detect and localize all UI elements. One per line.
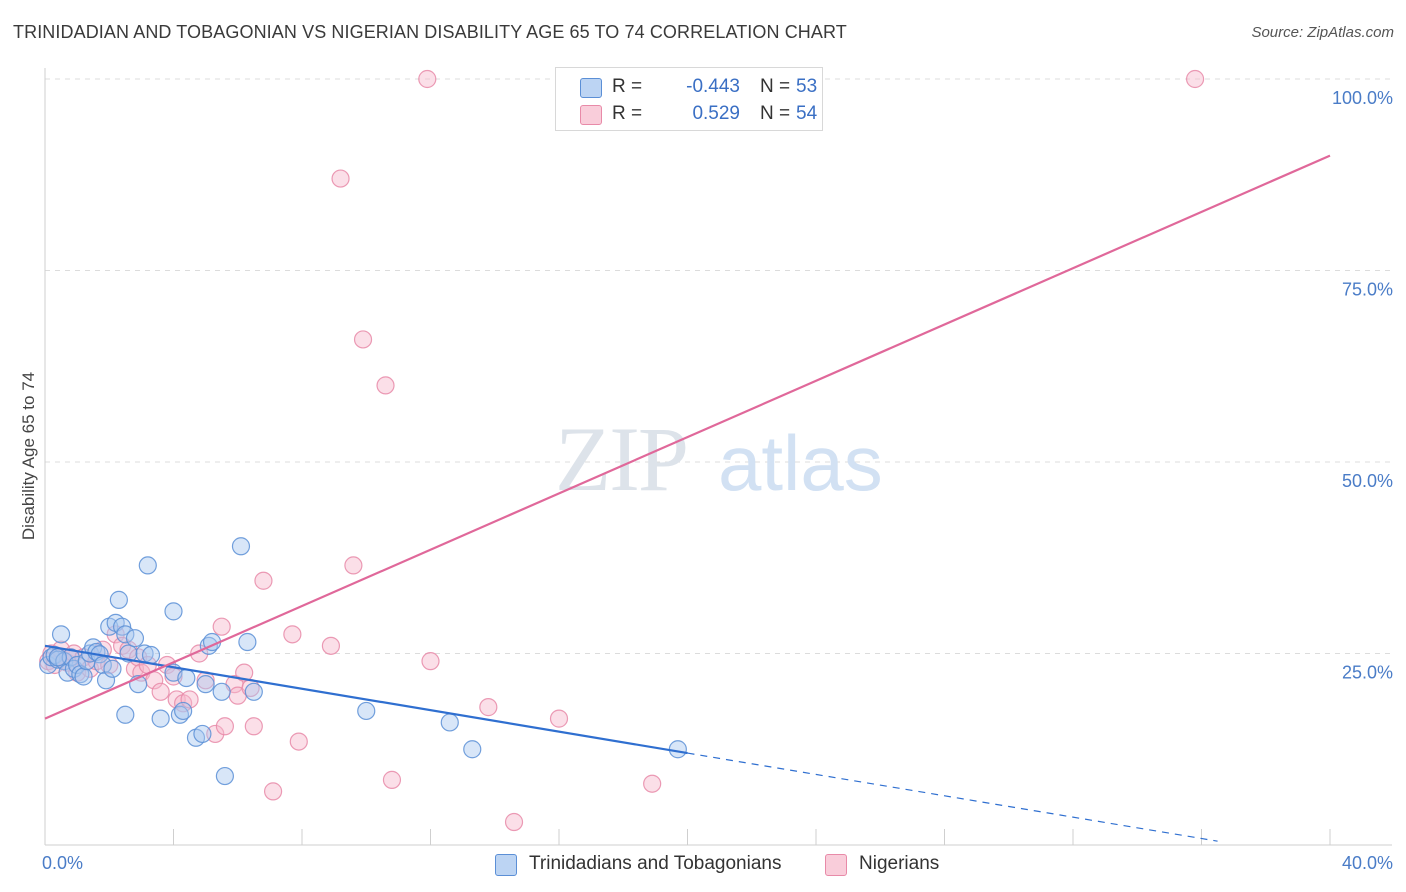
trinidadian-point xyxy=(74,667,93,686)
watermark-atlas: atlas xyxy=(718,419,883,507)
bottom-legend-swatch-pink xyxy=(825,854,847,876)
nigerian-point xyxy=(376,376,395,395)
trinidadian-point xyxy=(463,740,482,759)
nigerian-point xyxy=(382,770,402,789)
nigerian-trend-line xyxy=(44,154,1331,720)
nigerian-point xyxy=(212,617,231,636)
legend-r-value: 0.529 xyxy=(692,103,740,124)
nigerian-point xyxy=(263,782,283,801)
trinidadian-point xyxy=(212,682,231,701)
legend-r-label: R = xyxy=(612,76,643,97)
trinidadian-point xyxy=(357,701,376,721)
chart-title: TRINIDADIAN AND TOBAGONIAN VS NIGERIAN D… xyxy=(13,22,847,42)
legend-swatch-blue xyxy=(580,78,602,98)
legend-n-value: 53 xyxy=(796,76,818,97)
trinidadian-point xyxy=(238,632,257,652)
nigerian-point xyxy=(421,652,440,671)
trinidadian-point xyxy=(193,724,212,744)
trinidadian-points xyxy=(39,537,687,786)
x-tick-label-min: 0.0% xyxy=(42,853,83,873)
trinidadian-point xyxy=(116,705,135,724)
trinidadian-point xyxy=(138,556,157,575)
nigerian-point xyxy=(479,698,498,717)
nigerian-point xyxy=(504,812,524,832)
nigerian-point xyxy=(344,556,363,575)
trinidadian-point xyxy=(177,668,196,688)
y-tick-label: 25.0% xyxy=(1342,663,1393,683)
nigerian-point xyxy=(180,690,199,709)
trinidadian-point xyxy=(231,537,251,556)
source-label: Source: ZipAtlas.com xyxy=(1251,24,1394,41)
trinidadian-point xyxy=(51,625,71,644)
nigerian-point xyxy=(206,724,225,744)
nigerian-point xyxy=(321,636,341,655)
y-axis-label: Disability Age 65 to 74 xyxy=(19,372,38,540)
nigerian-point xyxy=(283,625,302,644)
nigerian-point xyxy=(289,732,308,751)
nigerian-point xyxy=(151,682,170,701)
trinidadian-point xyxy=(96,671,116,690)
tick-labels: 25.0% 50.0% 75.0% 100.0% 0.0% 40.0% xyxy=(42,88,1393,873)
nigerian-point xyxy=(418,69,437,89)
trinidadian-point xyxy=(668,740,687,759)
nigerian-point xyxy=(549,709,569,728)
y-tick-label: 100.0% xyxy=(1332,88,1393,108)
trinidadian-trend-extension xyxy=(687,752,1218,842)
y-tick-label: 50.0% xyxy=(1342,471,1393,491)
nigerian-point xyxy=(254,571,273,590)
trinidadian-point xyxy=(125,629,145,648)
bottom-legend-label: Nigerians xyxy=(859,853,940,874)
nigerian-point xyxy=(235,663,254,682)
nigerian-point xyxy=(643,774,662,793)
trinidadian-point xyxy=(244,682,263,701)
trinidadian-point xyxy=(116,625,135,644)
trinidadian-point xyxy=(164,602,183,621)
axes xyxy=(44,68,1392,846)
trinidadian-point xyxy=(103,659,122,678)
nigerian-points xyxy=(39,69,1205,832)
trinidadian-point xyxy=(151,709,170,728)
trinidadian-point xyxy=(215,766,234,786)
nigerian-point xyxy=(215,717,234,736)
bottom-legend-label: Trinidadians and Tobagonians xyxy=(529,853,782,874)
trend-lines xyxy=(44,154,1331,842)
trinidadian-point xyxy=(141,645,161,665)
trinidadian-point xyxy=(48,648,67,667)
trinidadian-point xyxy=(196,675,215,694)
legend-n-label: N = xyxy=(760,76,791,97)
legend-n-value: 54 xyxy=(796,103,818,124)
trinidadian-point xyxy=(109,590,128,609)
nigerian-point xyxy=(353,330,373,349)
watermark: ZIP atlas xyxy=(555,408,883,510)
legend-r-label: R = xyxy=(612,103,643,124)
trinidadian-point xyxy=(119,644,138,663)
nigerian-point xyxy=(331,169,350,188)
legend-swatch-pink xyxy=(580,105,602,125)
trinidadian-point xyxy=(440,713,459,732)
watermark-zip: ZIP xyxy=(555,408,687,510)
y-tick-label: 75.0% xyxy=(1342,280,1393,300)
legend-r-value: -0.443 xyxy=(686,76,740,97)
trinidadian-point xyxy=(174,701,193,721)
correlation-legend: R = -0.443 N = 53 R = 0.529 N = 54 xyxy=(555,67,823,131)
bottom-legend-swatch-blue xyxy=(495,854,517,876)
legend-n-label: N = xyxy=(760,103,791,124)
nigerian-point xyxy=(1185,69,1205,89)
nigerian-point xyxy=(244,717,263,736)
gridlines xyxy=(45,78,1392,654)
trinidadian-trend-line xyxy=(44,644,688,755)
x-tick-label-max: 40.0% xyxy=(1342,853,1393,873)
